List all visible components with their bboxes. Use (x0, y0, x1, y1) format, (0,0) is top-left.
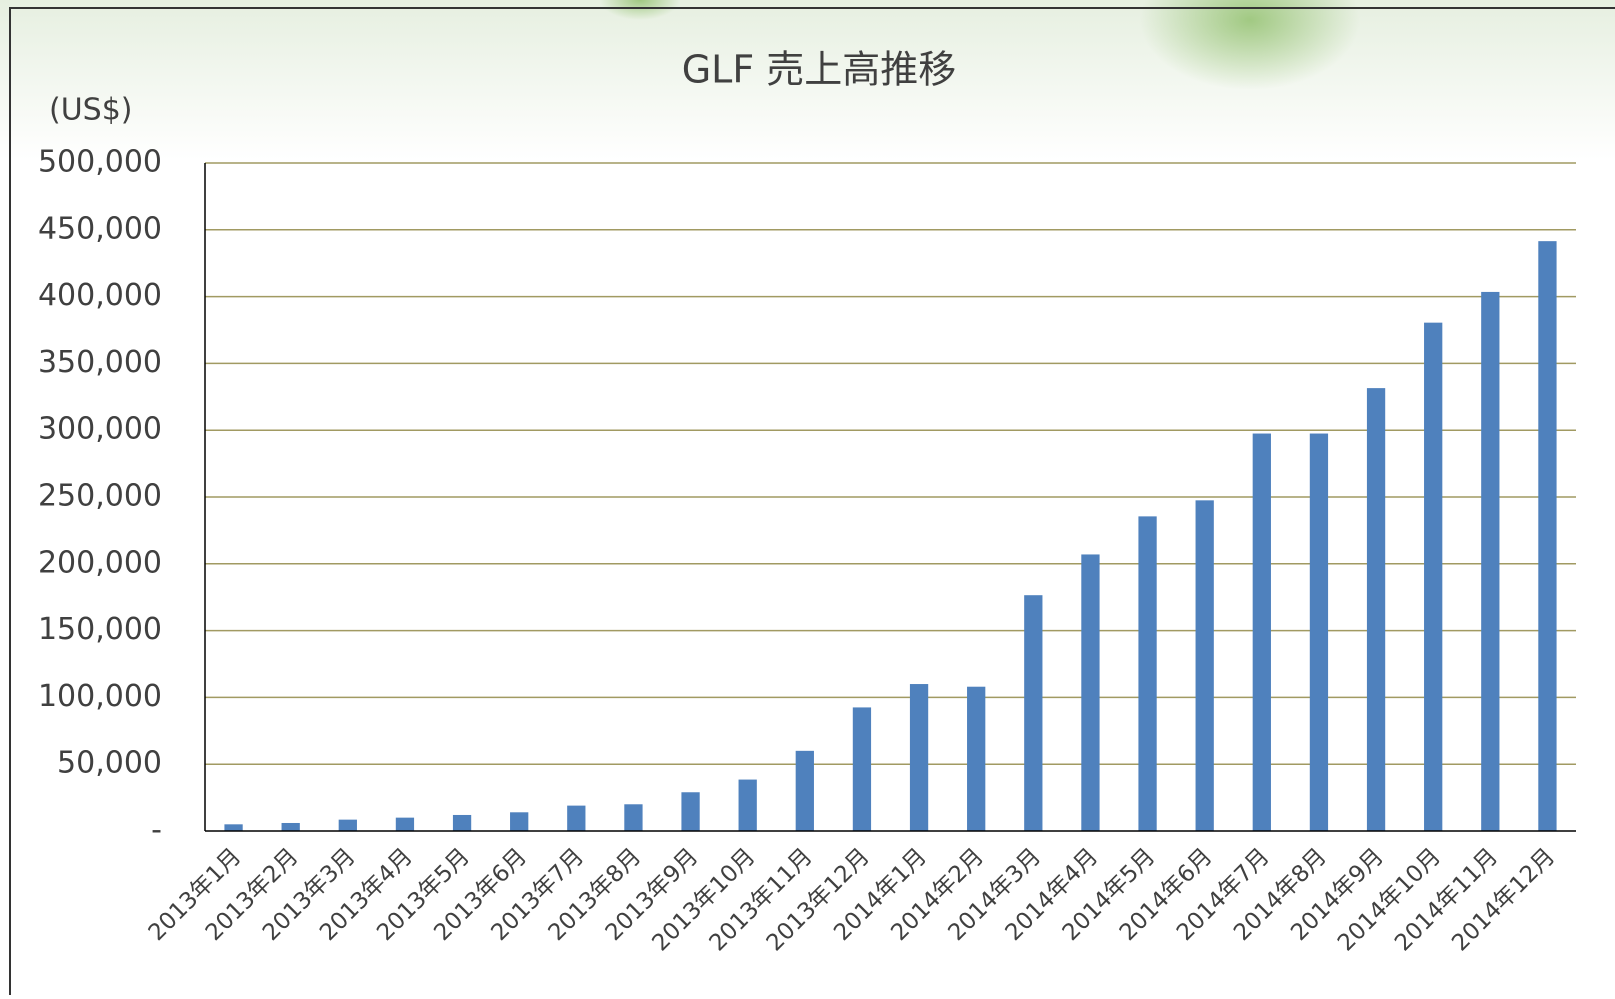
bar (567, 805, 586, 831)
bar (1024, 595, 1043, 831)
bar (224, 824, 243, 831)
bar (852, 707, 872, 831)
leaf-decoration (600, 0, 680, 20)
y-tick-label: - (151, 813, 162, 848)
y-tick-label: 50,000 (57, 746, 162, 781)
bar (338, 819, 357, 831)
leaf-decoration (1140, 0, 1360, 90)
bar (1366, 388, 1386, 831)
bar (1481, 291, 1500, 831)
bar (909, 684, 929, 831)
bar (624, 804, 643, 831)
bar (1195, 500, 1214, 831)
chart-title: GLF 売上高推移 (682, 48, 957, 92)
y-tick-label: 500,000 (38, 145, 162, 180)
y-tick-label: 100,000 (38, 679, 162, 714)
bar (1424, 322, 1443, 831)
y-tick-label: 450,000 (38, 211, 162, 246)
bar (1138, 516, 1157, 831)
bar (681, 792, 700, 831)
bar (1252, 433, 1271, 831)
bar (452, 814, 472, 831)
bar (1538, 241, 1557, 831)
bar (1309, 433, 1329, 831)
y-tick-label: 200,000 (38, 545, 162, 580)
y-tick-label: 150,000 (38, 612, 162, 647)
bar (738, 779, 757, 831)
y-tick-label: 250,000 (38, 479, 162, 514)
bar (795, 750, 814, 831)
y-tick-label: 350,000 (38, 345, 162, 380)
y-tick-label: 300,000 (38, 412, 162, 447)
bar (1081, 554, 1100, 831)
frame (9, 7, 1615, 995)
bar (395, 817, 415, 831)
bar (967, 686, 986, 831)
bar (510, 812, 529, 831)
y-tick-label: 400,000 (38, 278, 162, 313)
y-axis-label: (US$) (49, 93, 133, 128)
bar (281, 822, 300, 831)
